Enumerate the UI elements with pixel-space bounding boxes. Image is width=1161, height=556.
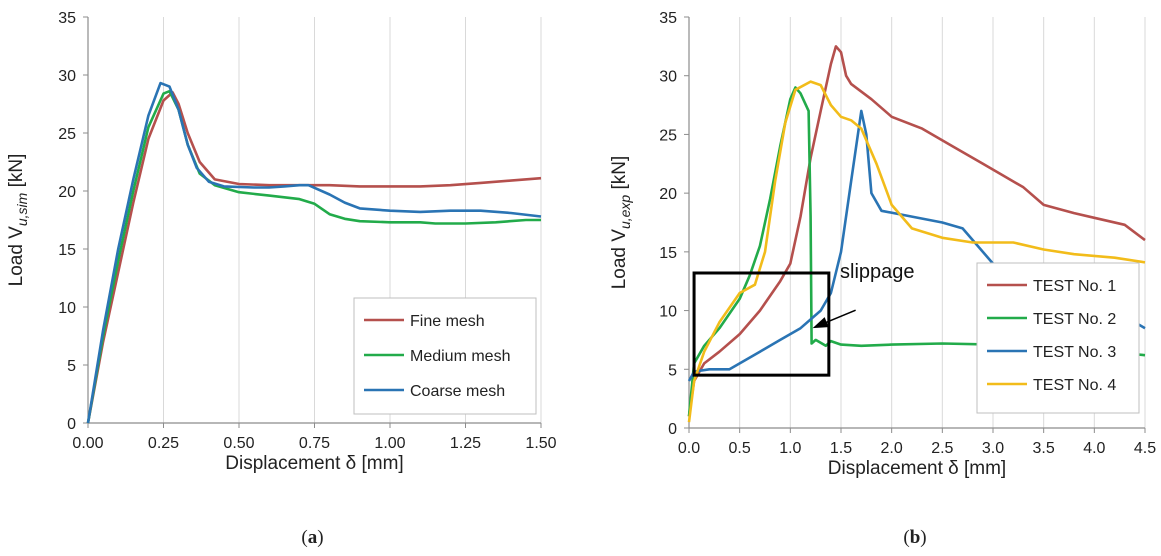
panel-label: (b): [903, 527, 926, 548]
x-tick-label: 3.5: [1033, 440, 1055, 457]
x-tick-label: 4.0: [1083, 440, 1105, 457]
x-tick-label: 0.00: [72, 435, 103, 452]
series-line-test-no-4: [687, 80, 1146, 423]
y-tick-label: 20: [659, 186, 677, 203]
chart-panel-b: 0 5 10 15 20 25 30 35 0.0 0.5 1.0 1.5 2.0 2.5 3.0 3.5 4.…: [609, 10, 1156, 548]
x-tick-label: 0.75: [299, 435, 330, 452]
y-tick-label: 30: [659, 69, 677, 86]
y-tick-label: 15: [659, 245, 677, 262]
y-tick-label: 15: [58, 242, 76, 259]
x-tick-label: 1.50: [525, 435, 556, 452]
y-tick-label: 25: [58, 126, 76, 143]
panel-label: (a): [301, 527, 323, 548]
y-tick-label: 10: [58, 300, 76, 317]
series-line-medium-mesh: [86, 89, 541, 424]
y-tick-label: 0: [67, 416, 76, 433]
x-tick-label: 0.0: [678, 440, 700, 457]
slippage-arrow-head: [812, 317, 829, 329]
x-axis-title: Displacement δ [mm]: [828, 458, 1006, 479]
x-tick-label: 3.0: [982, 440, 1004, 457]
x-tick-label: 0.5: [729, 440, 751, 457]
x-tick-label: 0.50: [223, 435, 254, 452]
y-tick-label: 5: [67, 358, 76, 375]
legend-label: Coarse mesh: [410, 383, 505, 400]
y-tick-label: 30: [58, 68, 76, 85]
chart-panel-a: 0 5 10 15 20 25 30 35 0.00 0.25 0.50 0.75 1.00 1.25 1.…: [6, 10, 557, 548]
y-tick-label: 35: [58, 10, 76, 27]
legend-box: [976, 262, 1140, 414]
series-line-test-no-2: [687, 86, 1146, 417]
x-tick-label: 0.25: [148, 435, 179, 452]
x-axis-title: Displacement δ [mm]: [225, 453, 403, 474]
legend-label: Fine mesh: [410, 313, 485, 330]
y-tick-label: 10: [659, 304, 677, 321]
x-tick-label: 1.25: [450, 435, 481, 452]
legend-label: Medium mesh: [410, 348, 510, 365]
series-line-coarse-mesh: [86, 81, 542, 424]
legend-label: TEST No. 3: [1033, 344, 1116, 361]
y-tick-label: 25: [659, 127, 677, 144]
legend-label: TEST No. 4: [1033, 377, 1116, 394]
series-line-test-no-1: [687, 45, 1146, 417]
y-tick-label: 35: [659, 10, 677, 27]
y-axis-title: Load Vu,exp [kN]: [609, 156, 633, 290]
x-tick-label: 4.5: [1134, 440, 1156, 457]
legend-label: TEST No. 2: [1033, 311, 1116, 328]
x-tick-label: 1.5: [830, 440, 852, 457]
slippage-box: [692, 271, 831, 377]
y-axis-title: Load Vu,sim [kN]: [6, 154, 30, 287]
x-tick-label: 1.00: [374, 435, 405, 452]
x-tick-label: 2.5: [931, 440, 953, 457]
y-tick-label: 0: [668, 421, 677, 438]
slippage-label: slippage: [840, 261, 915, 283]
x-tick-label: 2.0: [881, 440, 903, 457]
series-line-fine-mesh: [86, 91, 542, 424]
y-tick-label: 20: [58, 184, 76, 201]
x-tick-label: 1.0: [779, 440, 801, 457]
y-tick-label: 5: [668, 362, 677, 379]
legend-label: TEST No. 1: [1033, 278, 1116, 295]
